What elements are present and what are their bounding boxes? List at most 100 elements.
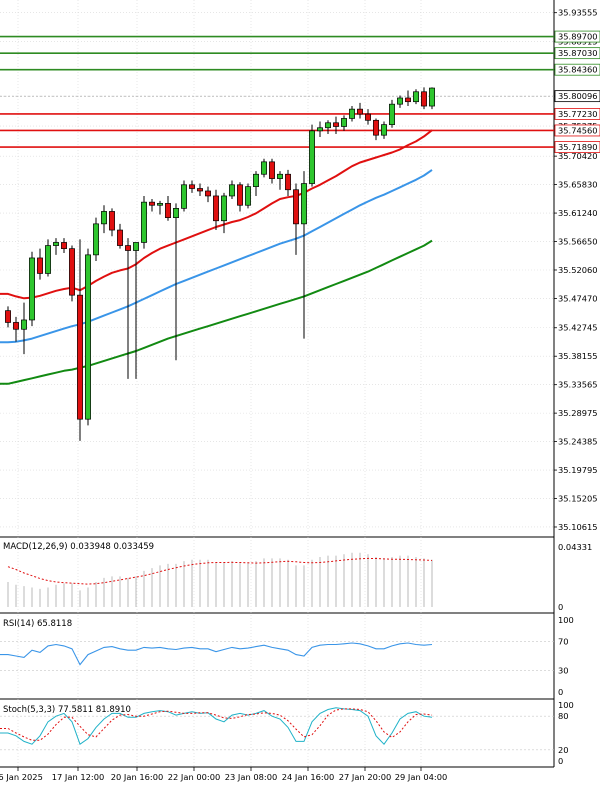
candle [213,189,219,231]
candle [77,239,83,441]
candle-body-up [101,211,107,225]
candle [261,158,267,178]
candle [61,238,67,253]
candle [365,109,371,125]
candle-body-down [357,108,363,115]
candle-body-up [133,242,139,251]
candle [189,180,195,193]
candle [253,171,259,196]
candle [101,205,107,234]
stoch-tick-label: 80 [558,711,569,721]
candle [397,95,403,108]
candle [221,192,227,234]
candle-body-down [405,97,411,103]
stoch-tick-label: 20 [558,745,569,755]
candle-body-down [421,91,427,107]
level-label: 35.77230 [558,109,598,119]
candle [245,183,251,209]
candle [333,116,339,134]
candle-body-down [13,322,19,330]
candle [205,186,211,203]
price-tick-label: 35.28975 [558,408,598,418]
candle [229,180,235,200]
level-tag [554,63,600,76]
level-tag [554,47,600,60]
candle-body-up [85,254,91,420]
price-tick-label: 35.33565 [558,380,598,390]
price-tick-label: 35.61240 [558,208,598,218]
candle [157,200,163,215]
candle-body-up [397,97,403,105]
candle-body-up [253,173,259,187]
ma-green-line [0,239,433,385]
time-tick-label: 22 Jan 00:00 [168,772,221,782]
candle-body-down [197,188,203,192]
level-tag [554,124,600,137]
candle-body-up [349,108,355,119]
candle-body-down [237,184,243,206]
level-tag [554,108,600,120]
candle [37,248,43,280]
level-label: 35.89700 [558,32,598,42]
candle [29,251,35,327]
stoch-tick-label: 100 [558,700,574,710]
candle [165,195,171,221]
rsi-tick-label: 30 [558,665,569,675]
time-axis: 16 Jan 2025 17 Jan 12:00 20 Jan 16:00 22 Ja… [0,767,447,782]
candle-body-down [109,211,115,231]
candle-body-up [93,223,99,256]
candle [285,169,291,196]
rsi-tick-label: 70 [558,637,569,647]
current-price-label: 35.80096 [558,91,598,101]
stoch-label: Stoch(5,3,3) 77.5811 81.8910 [3,705,131,715]
candle-body-up [29,257,35,321]
candle-body-down [125,245,131,251]
time-tick-label: 20 Jan 16:00 [111,772,164,782]
grid-lines [0,0,555,768]
candle-body-up [261,161,267,175]
stoch-d-line [0,708,433,741]
candle-body-up [181,184,187,209]
candle [405,90,411,107]
candle [149,199,155,212]
time-tick-label: 27 Jan 20:00 [339,772,392,782]
candle-body-down [205,190,211,197]
stoch-pane [0,707,554,751]
candle [341,115,347,131]
candle [301,171,307,339]
candle-body-down [117,229,123,246]
candle-body-up [53,242,59,246]
candle [317,121,323,138]
time-tick-label: 17 Jan 12:00 [52,772,105,782]
candle-body-down [5,310,11,323]
time-tick-label: 29 Jan 04:00 [395,772,448,782]
candle-body-down [61,242,67,250]
candle [349,106,355,122]
candle-body-down [213,195,219,222]
candle-body-down [189,184,195,189]
price-tick-label: 35.56650 [558,237,598,247]
candle-body-up [229,184,235,197]
price-pane [0,35,554,441]
candle-body-up [301,183,307,225]
stoch-tick-label: 0 [558,756,563,766]
price-tick-label: 35.93555 [558,8,598,18]
macd-tick-label: 0.04331 [558,542,592,552]
candle-body-down [69,248,75,296]
candle-body-up [141,201,147,243]
level-label: 35.74560 [558,125,598,135]
candle-body-up [341,118,347,127]
price-tick-label: 35.38155 [558,351,598,361]
candle-body-up [21,319,27,330]
candle-body-down [77,294,83,420]
candle-body-down [293,189,299,225]
candle-body-down [333,122,339,127]
candle [429,87,435,110]
stoch-k-line [0,707,433,745]
candle [237,182,243,212]
candle [373,118,379,141]
candle [117,223,123,249]
candle-body-down [365,113,371,121]
candle [109,208,115,237]
